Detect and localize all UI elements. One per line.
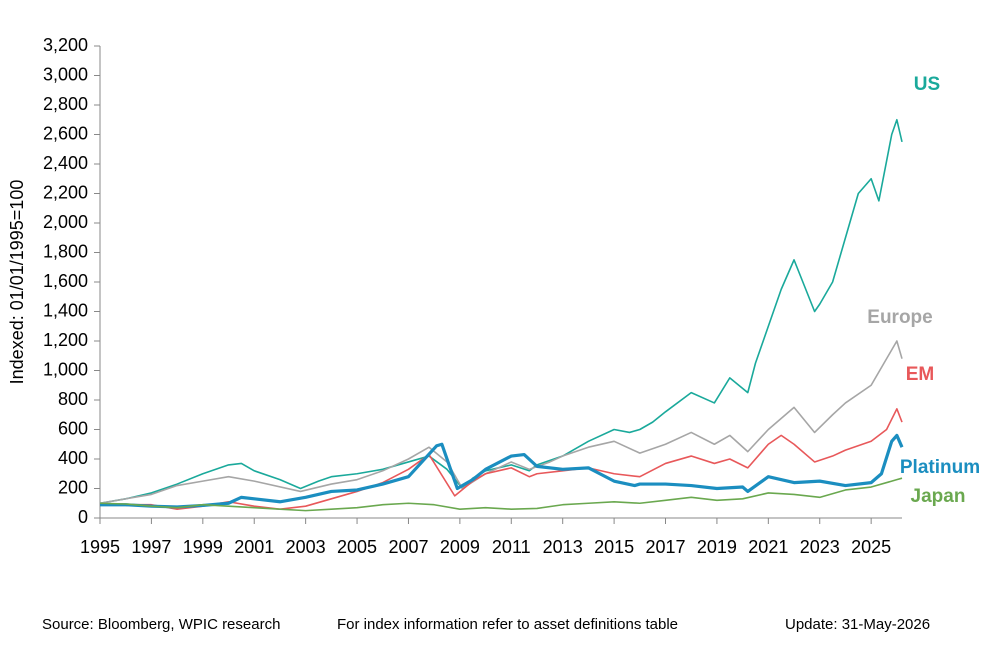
x-tick-label: 1995 xyxy=(80,537,120,557)
y-tick-label: 600 xyxy=(58,418,88,438)
series-label: US xyxy=(914,74,940,95)
y-tick-label: 0 xyxy=(78,507,88,527)
series-line xyxy=(99,477,903,512)
y-tick-label: 800 xyxy=(58,389,88,409)
x-tick-label: 2003 xyxy=(286,537,326,557)
series-line xyxy=(100,433,904,509)
y-tick-label: 2,000 xyxy=(43,212,88,232)
y-tick-label: 1,600 xyxy=(43,271,88,291)
y-tick-label: 2,600 xyxy=(43,123,88,143)
x-tick-label: 2001 xyxy=(234,537,274,557)
y-tick-label: 400 xyxy=(58,448,88,468)
x-tick-label: 2015 xyxy=(594,537,634,557)
y-axis-title: Indexed: 01/01/1995=100 xyxy=(7,180,27,385)
x-tick-label: 2007 xyxy=(388,537,428,557)
series-label: Japan xyxy=(911,486,966,507)
y-tick-label: 3,200 xyxy=(43,35,88,55)
source-note: Source: Bloomberg, WPIC research xyxy=(42,616,280,633)
x-tick-label: 1999 xyxy=(183,537,223,557)
x-tick-label: 2005 xyxy=(337,537,377,557)
x-tick-label: 2017 xyxy=(645,537,685,557)
x-tick-label: 2019 xyxy=(697,537,737,557)
y-tick-label: 200 xyxy=(58,477,88,497)
series-label: EM xyxy=(906,364,935,385)
y-tick-label: 1,200 xyxy=(43,330,88,350)
x-tick-label: 2009 xyxy=(440,537,480,557)
x-tick-label: 2025 xyxy=(851,537,891,557)
y-tick-label: 2,400 xyxy=(43,153,88,173)
series-label: Europe xyxy=(867,307,932,328)
series-line xyxy=(99,118,903,505)
x-tick-label: 2011 xyxy=(492,537,531,557)
y-tick-label: 1,000 xyxy=(43,359,88,379)
y-tick-label: 3,000 xyxy=(43,64,88,84)
footnote: For index information refer to asset def… xyxy=(337,616,678,633)
x-tick-label: 1997 xyxy=(131,537,171,557)
y-tick-label: 1,800 xyxy=(43,241,88,261)
update-note: Update: 31-May-2026 xyxy=(785,616,930,633)
series-label: Platinum xyxy=(900,457,980,478)
x-tick-label: 2021 xyxy=(748,537,788,557)
y-tick-label: 2,800 xyxy=(43,94,88,114)
series-line xyxy=(99,340,903,505)
x-tick-label: 2013 xyxy=(543,537,583,557)
y-tick-label: 2,200 xyxy=(43,182,88,202)
y-tick-label: 1,400 xyxy=(43,300,88,320)
x-tick-label: 2023 xyxy=(800,537,840,557)
